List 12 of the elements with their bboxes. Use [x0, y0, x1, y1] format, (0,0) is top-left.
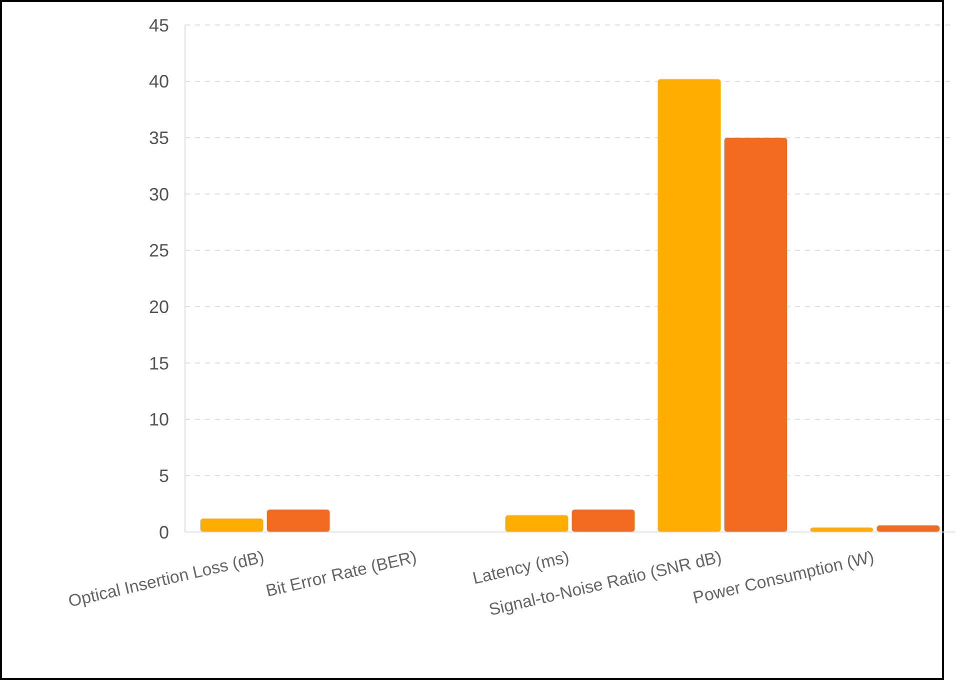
y-tick-label: 10 [148, 410, 169, 430]
y-tick-label: 30 [148, 184, 169, 204]
y-tick-label: 25 [148, 240, 169, 261]
y-tick-label: 35 [148, 128, 169, 148]
y-tick-label: 20 [148, 296, 169, 317]
y-tick-label: 15 [148, 353, 169, 374]
y-tick-label: 0 [158, 522, 169, 542]
y-tick-label: 5 [158, 466, 169, 486]
y-tick-label: 40 [148, 72, 169, 92]
y-tick-label: 45 [148, 15, 169, 36]
x-tick-label: Optical Insertion Loss (dB) [66, 547, 266, 611]
x-tick-label: Bit Error Rate (BER) [264, 547, 418, 601]
